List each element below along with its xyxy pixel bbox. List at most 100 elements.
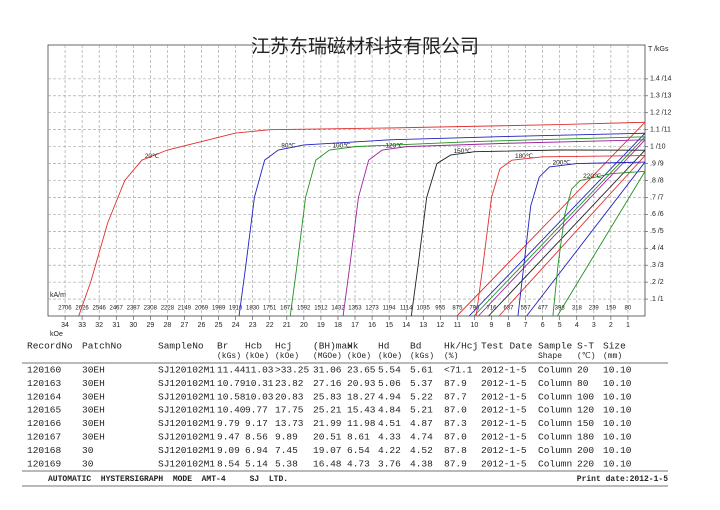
- j-curve: [410, 149, 646, 317]
- x-tick-label: 7: [524, 322, 528, 329]
- j-curve: [238, 132, 646, 317]
- b-line: [468, 132, 646, 317]
- table-cell: 2012-1-5: [481, 445, 527, 456]
- x-tick-label: 1: [626, 322, 630, 329]
- table-cell: 8.54: [217, 458, 240, 469]
- x2-tick-label: 2546: [93, 306, 107, 312]
- table-cell: Column: [538, 405, 572, 416]
- table-cell: 30EH: [82, 365, 105, 376]
- table-cell: 20.93: [347, 378, 376, 389]
- x-tick-label: 33: [78, 322, 86, 329]
- y-tick-label: 1.1 /11: [650, 127, 671, 134]
- x-tick-label: 10: [471, 322, 479, 329]
- x2-tick-label: 1194: [383, 306, 397, 312]
- table-cell: 9.47: [217, 432, 240, 443]
- y-tick-label: .6 /6: [650, 211, 664, 218]
- table-cell: 10.40: [217, 405, 246, 416]
- table-cell: 30EH: [82, 391, 105, 402]
- table-cell: Column: [538, 432, 572, 443]
- table-cell: 4.51: [378, 418, 401, 429]
- table-cell: 4.73: [347, 458, 370, 469]
- curve-label: 80℃: [281, 143, 296, 150]
- table-cell: 5.54: [378, 365, 401, 376]
- table-cell: 30EH: [82, 418, 105, 429]
- x-tick-label: 18: [334, 322, 342, 329]
- table-cell: 4.84: [378, 405, 401, 416]
- x-tick-label: 16: [368, 322, 376, 329]
- y-tick-label: .8 /8: [650, 177, 664, 184]
- x2-tick-label: 716: [487, 306, 498, 312]
- table-cell: 2012-1-5: [481, 405, 527, 416]
- table-unit: Shape: [538, 352, 562, 361]
- table-cell: 11.44: [217, 365, 246, 376]
- table-cell: 10.10: [603, 405, 632, 416]
- j-curve: [78, 121, 646, 317]
- x-tick-label: 5: [558, 322, 562, 329]
- y-tick-label: 1.4 /14: [650, 76, 672, 83]
- x-tick-label: 12: [436, 322, 444, 329]
- table-cell: 25.83: [313, 391, 342, 402]
- table-cell: 2012-1-5: [481, 458, 527, 469]
- x2-tick-label: 477: [538, 306, 549, 312]
- b-line: [556, 171, 646, 317]
- table-cell: 5.06: [378, 378, 401, 389]
- table-cell: 180: [577, 432, 594, 443]
- x-tick-label: 3: [592, 322, 596, 329]
- table-cell: 87.0: [444, 405, 467, 416]
- table-unit: (kOe): [275, 352, 299, 361]
- table-cell: 30EH: [82, 405, 105, 416]
- table-cell: 15.43: [347, 405, 376, 416]
- y-tick-label: .1 /1: [650, 296, 664, 303]
- x2-tick-label: 398: [555, 306, 566, 312]
- table-cell: 10.10: [603, 365, 632, 376]
- x2-tick-label: 318: [572, 306, 583, 312]
- table-cell: 100: [577, 391, 594, 402]
- b-line: [498, 155, 646, 317]
- x-tick-label: 14: [402, 322, 410, 329]
- x-tick-label: 13: [419, 322, 427, 329]
- table-cell: 10.31: [245, 378, 274, 389]
- table-cell: 27.16: [313, 378, 342, 389]
- table-cell: 2012-1-5: [481, 432, 527, 443]
- table-cell: 10.03: [245, 391, 274, 402]
- table-cell: 9.09: [217, 445, 240, 456]
- table-cell: 13.73: [275, 418, 304, 429]
- table-cell: 10.10: [603, 458, 632, 469]
- chart-title: 江苏东瑞磁材科技有限公司: [251, 36, 479, 58]
- table-cell: SJ120102M1: [158, 378, 215, 389]
- x-tick-label: 4: [575, 322, 579, 329]
- table-header: Sample: [538, 341, 573, 352]
- x2-tick-label: 955: [435, 306, 446, 312]
- table-header: Hk/Hcj: [444, 341, 478, 352]
- table-cell: 10.10: [603, 378, 632, 389]
- table-header: S-T: [577, 341, 594, 352]
- x-tick-label: 6: [541, 322, 545, 329]
- y-tick-label: 1.3 /13: [650, 93, 672, 100]
- x2-tick-label: 2228: [161, 306, 175, 312]
- x2-tick-label: 80: [625, 306, 632, 312]
- table-cell: 23.82: [275, 378, 304, 389]
- table-cell: 2012-1-5: [481, 391, 527, 402]
- b-line: [478, 139, 646, 317]
- x-axis-label: kOe: [50, 331, 63, 338]
- table-unit: (kOe): [245, 352, 269, 361]
- table-cell: 5.61: [410, 365, 433, 376]
- b-line: [473, 136, 646, 317]
- table-header: (BH)max: [313, 341, 353, 352]
- table-cell: 10.79: [217, 378, 246, 389]
- x-tick-label: 26: [198, 322, 206, 329]
- x2-tick-label: 796: [469, 306, 480, 312]
- table-cell: 10.10: [603, 445, 632, 456]
- x-tick-label: 25: [215, 322, 223, 329]
- x2-tick-label: 1989: [212, 306, 226, 312]
- j-curve: [517, 161, 646, 317]
- b-line: [526, 161, 646, 317]
- table-unit: (℃): [577, 352, 596, 361]
- table-cell: 5.38: [275, 458, 298, 469]
- table-cell: 80: [577, 378, 589, 389]
- table-cell: 23.65: [347, 365, 376, 376]
- table-cell: 19.07: [313, 445, 342, 456]
- table-cell: 120168: [27, 445, 62, 456]
- x-tick-label: 15: [385, 322, 393, 329]
